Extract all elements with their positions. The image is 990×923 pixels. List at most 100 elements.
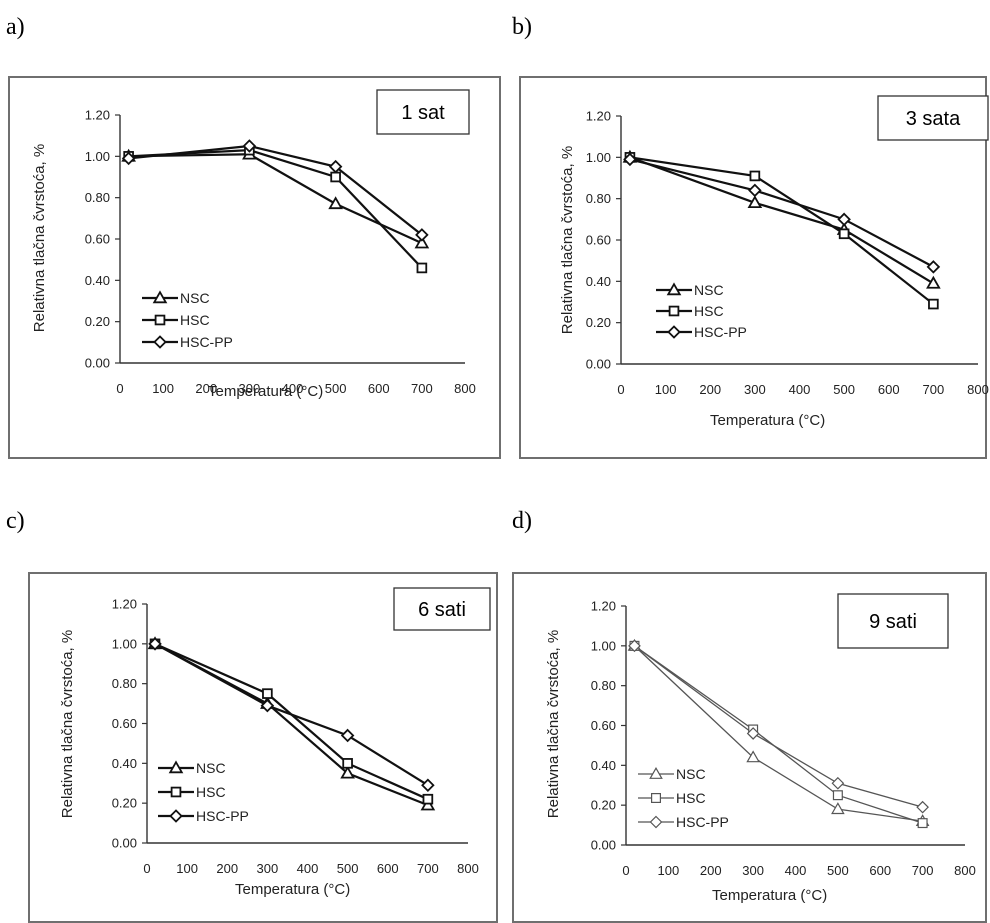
x-tick-label: 0 [143,861,150,876]
legend-label-hsc-pp: HSC-PP [196,808,249,824]
legend-label-hsc-pp: HSC-PP [180,334,233,350]
x-tick-label: 0 [617,382,624,397]
legend-marker-hsc-pp [169,809,183,823]
x-tick-label: 300 [239,381,261,396]
panel-label-d: d) [512,508,532,534]
y-tick-label: 0.20 [591,798,616,813]
data-point-hsc [749,170,761,182]
x-tick-label: 400 [282,381,304,396]
series-line-hsc [154,642,429,801]
y-tick-label: 0.60 [586,233,611,248]
x-tick-label: 100 [655,382,677,397]
y-tick-label: 0.40 [591,758,616,773]
y-tick-label: 1.00 [85,149,110,164]
duration-label: 9 sati [869,611,917,633]
y-tick-label: 0.40 [85,273,110,288]
x-tick-label: 700 [417,861,439,876]
x-tick-label: 700 [912,863,934,878]
duration-box [393,587,491,631]
legend-label-hsc: HSC [676,790,706,806]
y-tick-label: 1.00 [586,150,611,165]
x-tick-label: 300 [744,382,766,397]
legend-marker-nsc [168,760,184,774]
y-tick-label: 0.40 [586,274,611,289]
y-axis-title: Relativna tlačna čvrstoća, % [559,146,576,334]
x-tick-label: 700 [923,382,945,397]
series-line-nsc [629,156,934,285]
x-axis-title: Temperatura (°C) [710,412,825,429]
x-tick-label: 800 [454,381,476,396]
data-point-hsc-pp [242,139,257,153]
x-tick-label: 300 [257,861,279,876]
series-line-hsc-pp [629,158,934,268]
y-tick-label: 0.60 [591,718,616,733]
y-tick-label: 1.00 [591,638,616,653]
x-axis-title: Temperatura (°C) [235,881,350,898]
data-point-hsc-pp [916,800,929,814]
panel-label-b: b) [512,14,532,40]
data-point-nsc [831,802,845,815]
chart-b: 0.00 0.20 0.40 0.60 0.80 1.00 1.20 0 100 200 300 40… [559,95,989,429]
x-axis-title: Temperatura (°C) [208,383,323,400]
data-point-nsc [747,195,763,209]
data-point-hsc-pp [421,778,435,793]
legend-label-nsc: NSC [196,760,226,776]
data-point-hsc [832,790,843,801]
series-line-hsc [634,645,923,824]
data-point-hsc [838,228,850,240]
legend-marker-hsc-pp [649,815,663,829]
chart-a: 0.00 0.20 0.40 0.60 0.80 1.00 1.20 0 100 200 300 40… [31,89,476,400]
legend-label-hsc-pp: HSC-PP [694,324,747,340]
legend-marker-hsc [154,314,166,326]
y-tick-label: 0.00 [112,836,137,851]
data-point-nsc [926,275,941,289]
legend-marker-hsc-pp [667,325,681,339]
x-tick-label: 500 [337,861,359,876]
x-tick-label: 600 [377,861,399,876]
x-tick-label: 800 [457,861,479,876]
legend-marker-nsc [666,282,682,296]
series-line-hsc-pp [128,144,423,236]
data-point-nsc [746,750,760,763]
data-point-hsc-pp [628,639,641,653]
x-tick-label: 400 [297,861,319,876]
data-point-hsc-pp [415,228,429,242]
legend-label-hsc: HSC [196,784,226,800]
data-point-hsc [342,758,353,769]
duration-box [877,95,989,141]
y-tick-label: 1.20 [85,108,110,123]
y-tick-label: 0.20 [85,314,110,329]
legend-label-hsc-pp: HSC-PP [676,814,729,830]
y-axis-title: Relativna tlačna čvrstoća, % [545,630,562,818]
chart-c: 0.00 0.20 0.40 0.60 0.80 1.00 1.20 0 100 200 300 40… [59,587,491,898]
duration-box [376,89,470,135]
data-point-hsc [416,262,428,274]
y-tick-label: 0.00 [586,357,611,372]
data-point-hsc-pp [148,637,162,651]
x-tick-label: 700 [411,381,433,396]
x-tick-label: 100 [152,381,174,396]
y-tick-label: 0.80 [591,678,616,693]
y-tick-label: 1.20 [591,599,616,614]
series-line-hsc-pp [154,642,429,787]
legend-marker-hsc [170,786,182,798]
data-point-hsc-pp [748,183,762,198]
x-tick-label: 0 [116,381,123,396]
data-point-hsc [422,793,434,805]
legend-marker-nsc [152,290,168,304]
data-point-hsc-pp [746,727,760,740]
panel-label-a: a) [6,14,25,40]
data-point-hsc-pp [121,151,136,166]
legend-label-hsc: HSC [180,312,210,328]
legend-label-nsc: NSC [694,282,724,298]
y-tick-label: 0.20 [586,315,611,330]
y-tick-label: 0.00 [85,356,110,371]
y-tick-label: 0.20 [112,796,137,811]
x-tick-label: 100 [658,863,680,878]
y-tick-label: 0.80 [85,190,110,205]
duration-box [837,593,949,649]
data-point-hsc-pp [926,260,941,274]
series-line-hsc [128,149,423,269]
legend-label-hsc: HSC [694,303,724,319]
